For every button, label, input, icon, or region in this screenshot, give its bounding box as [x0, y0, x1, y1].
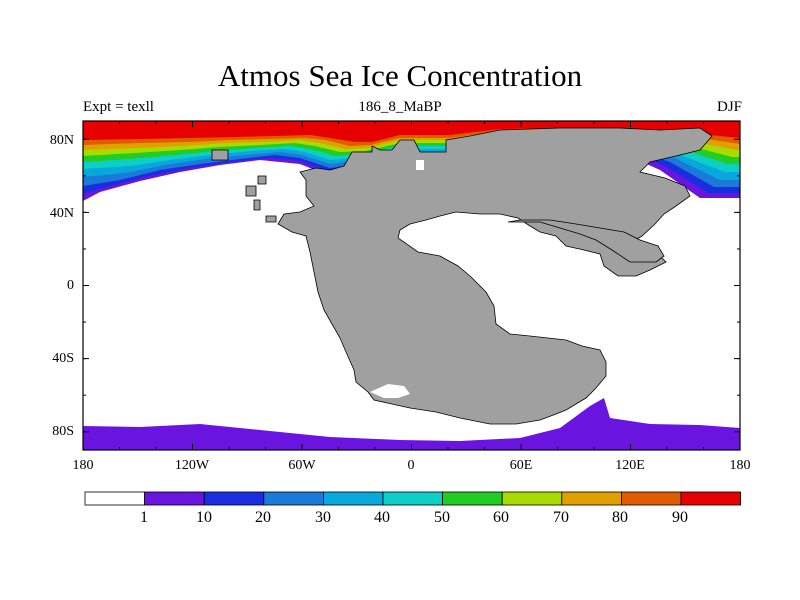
map-panel	[82, 120, 741, 451]
lon-label-60w: 60W	[288, 458, 316, 473]
pangaea-main	[277, 127, 713, 425]
colorbar-label-90: 90	[672, 509, 688, 526]
colorbar-swatch	[144, 491, 205, 506]
inland-seas	[370, 160, 424, 398]
experiment-label: Expt = texll	[83, 99, 154, 115]
colorbar-label-1: 1	[140, 509, 148, 526]
colorbar-label-10: 10	[196, 509, 212, 526]
lon-label-120w: 120W	[174, 458, 210, 473]
colorbar-swatch	[680, 491, 741, 506]
island-east-arm	[507, 219, 665, 263]
island-west-3	[265, 215, 277, 223]
colorbar-swatch	[501, 491, 563, 506]
lat-label-40n: 40N	[49, 206, 74, 221]
season-label: DJF	[716, 99, 742, 115]
colorbar-swatch	[263, 491, 324, 506]
island-west-1	[245, 185, 257, 197]
colorbar-label-40: 40	[374, 509, 390, 526]
colorbar-swatch	[203, 491, 265, 506]
colorbar-label-70: 70	[553, 509, 569, 526]
colorbar-swatch	[621, 491, 682, 506]
colorbar-swatch	[382, 491, 443, 506]
colorbar-label-30: 30	[315, 509, 331, 526]
island-west-2	[253, 199, 261, 211]
arctic-ice-cap	[83, 121, 740, 142]
lon-label-120e: 120E	[615, 458, 645, 473]
colorbar-label-60: 60	[493, 509, 509, 526]
lat-label-0: 0	[67, 278, 74, 293]
colorbar-swatch	[561, 491, 622, 506]
plot-title: Atmos Sea Ice Concentration	[217, 58, 583, 93]
axis-ticks	[82, 121, 741, 450]
lon-label-0: 0	[407, 458, 415, 473]
colorbar	[84, 491, 741, 506]
island-north-2	[257, 175, 267, 185]
run-id-label: 186_8_MaBP	[358, 99, 442, 115]
lon-label-60e: 60E	[509, 458, 533, 473]
antarctic-ice-band	[83, 398, 740, 450]
colorbar-label-80: 80	[612, 509, 628, 526]
island-north-1	[211, 149, 229, 161]
colorbar-swatch	[84, 491, 145, 506]
lat-label-80s: 80S	[52, 424, 74, 439]
lat-label-80n: 80N	[49, 133, 74, 148]
colorbar-label-20: 20	[255, 509, 271, 526]
lat-label-40s: 40S	[52, 351, 74, 366]
land-masses	[211, 127, 713, 425]
colorbar-swatch	[322, 491, 384, 506]
colorbar-label-50: 50	[434, 509, 450, 526]
colorbar-swatch	[442, 491, 503, 506]
lon-label-180e: 180	[729, 458, 751, 473]
lon-label-180w: 180	[72, 458, 94, 473]
